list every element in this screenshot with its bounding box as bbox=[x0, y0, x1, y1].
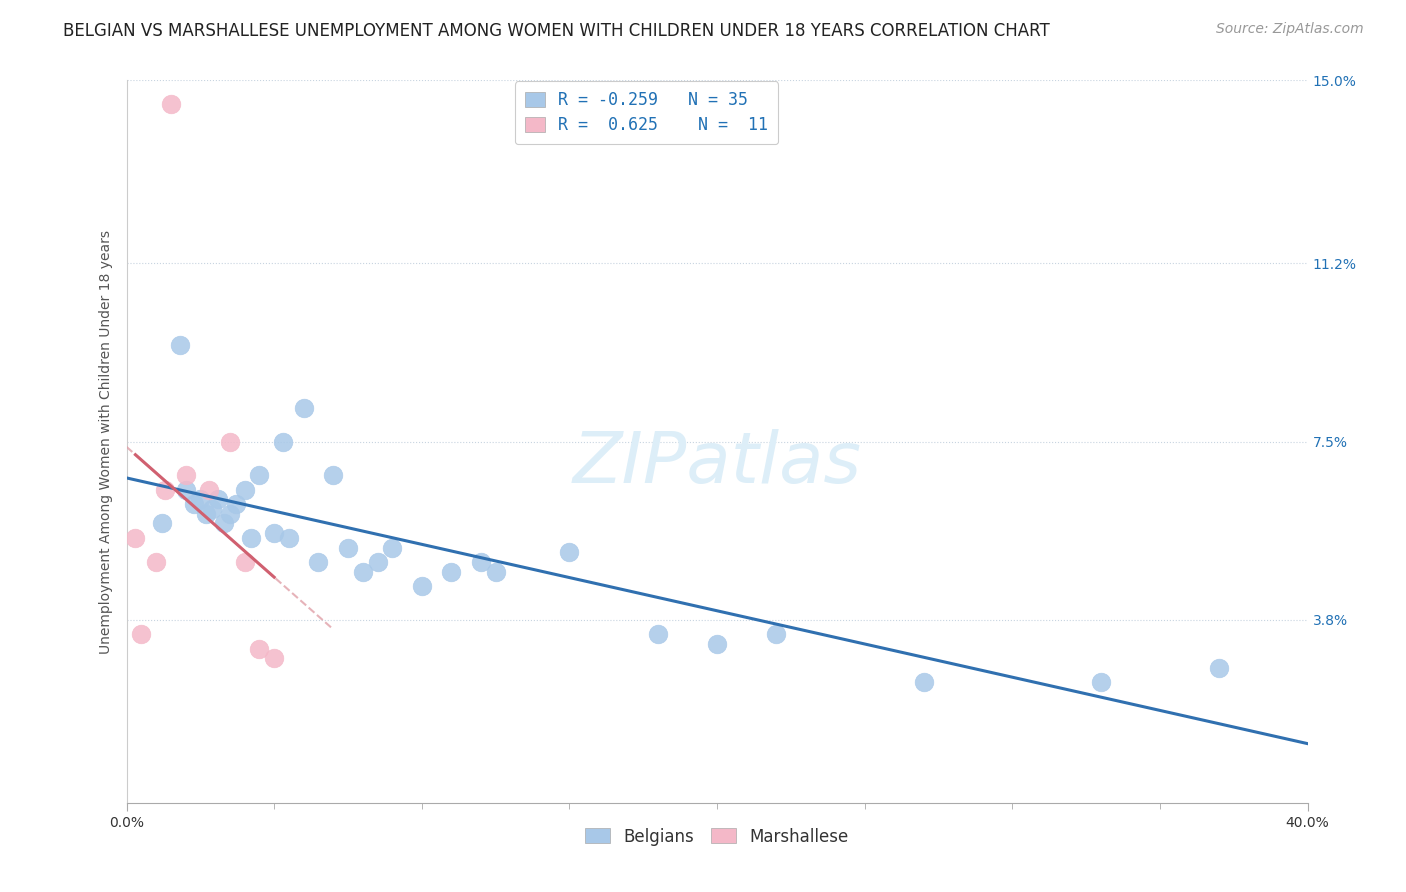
Point bbox=[174, 468, 197, 483]
Point bbox=[225, 497, 247, 511]
Point bbox=[263, 526, 285, 541]
Point bbox=[201, 502, 224, 516]
Point bbox=[207, 492, 229, 507]
Point bbox=[278, 531, 301, 545]
Point bbox=[292, 401, 315, 415]
Point bbox=[337, 541, 360, 555]
Point bbox=[1090, 675, 1112, 690]
Point bbox=[219, 507, 242, 521]
Legend: Belgians, Marshallese: Belgians, Marshallese bbox=[579, 821, 855, 852]
Point bbox=[219, 434, 242, 449]
Point bbox=[198, 483, 221, 497]
Point bbox=[183, 497, 205, 511]
Point bbox=[647, 627, 669, 641]
Point bbox=[1208, 661, 1230, 675]
Point bbox=[239, 531, 262, 545]
Point bbox=[322, 468, 344, 483]
Text: BELGIAN VS MARSHALLESE UNEMPLOYMENT AMONG WOMEN WITH CHILDREN UNDER 18 YEARS COR: BELGIAN VS MARSHALLESE UNEMPLOYMENT AMON… bbox=[63, 22, 1050, 40]
Point bbox=[195, 507, 218, 521]
Point bbox=[706, 637, 728, 651]
Y-axis label: Unemployment Among Women with Children Under 18 years: Unemployment Among Women with Children U… bbox=[98, 229, 112, 654]
Point bbox=[381, 541, 404, 555]
Point bbox=[233, 555, 256, 569]
Point bbox=[129, 627, 153, 641]
Point bbox=[169, 338, 191, 352]
Text: ZIPatlas: ZIPatlas bbox=[572, 429, 862, 498]
Point bbox=[558, 545, 581, 559]
Point bbox=[188, 492, 212, 507]
Point bbox=[249, 468, 271, 483]
Point bbox=[174, 483, 197, 497]
Point bbox=[150, 516, 173, 531]
Point bbox=[308, 555, 330, 569]
Point bbox=[440, 565, 463, 579]
Point bbox=[249, 641, 271, 656]
Point bbox=[145, 555, 167, 569]
Point bbox=[912, 675, 935, 690]
Point bbox=[411, 579, 433, 593]
Point bbox=[271, 434, 294, 449]
Point bbox=[263, 651, 285, 665]
Point bbox=[367, 555, 389, 569]
Point bbox=[212, 516, 235, 531]
Point bbox=[233, 483, 256, 497]
Point bbox=[765, 627, 787, 641]
Point bbox=[160, 97, 183, 112]
Point bbox=[485, 565, 508, 579]
Point bbox=[470, 555, 492, 569]
Point bbox=[124, 531, 146, 545]
Text: Source: ZipAtlas.com: Source: ZipAtlas.com bbox=[1216, 22, 1364, 37]
Point bbox=[352, 565, 374, 579]
Point bbox=[153, 483, 176, 497]
